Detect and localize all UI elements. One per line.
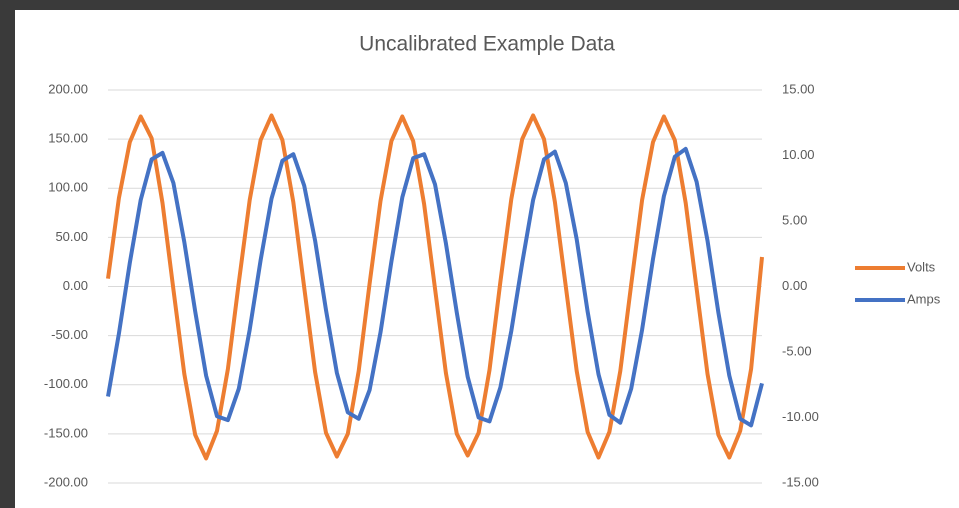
y-tick-label: -200.00	[44, 474, 88, 489]
y2-tick-label: 15.00	[782, 81, 815, 96]
y-tick-label: -150.00	[44, 425, 88, 440]
y2-tick-label: -5.00	[782, 343, 812, 358]
y2-tick-label: 5.00	[782, 212, 807, 227]
line-series	[106, 113, 764, 461]
y2-tick-label: 10.00	[782, 147, 815, 162]
chart-area	[15, 10, 959, 508]
y2-tick-label: -10.00	[782, 409, 819, 424]
y2-tick-label: 0.00	[782, 278, 807, 293]
y2-tick-label: -15.00	[782, 474, 819, 489]
y-tick-label: -100.00	[44, 376, 88, 391]
y-tick-label: 200.00	[48, 81, 88, 96]
legend-label: Volts	[907, 259, 936, 274]
legend-label: Amps	[907, 291, 941, 306]
y-tick-label: 150.00	[48, 131, 88, 146]
y-tick-label: 50.00	[55, 229, 88, 244]
line-series	[106, 146, 764, 428]
y-tick-label: 100.00	[48, 180, 88, 195]
y-tick-label: -50.00	[51, 327, 88, 342]
y-tick-label: 0.00	[63, 278, 88, 293]
chart-title: Uncalibrated Example Data	[359, 33, 615, 56]
